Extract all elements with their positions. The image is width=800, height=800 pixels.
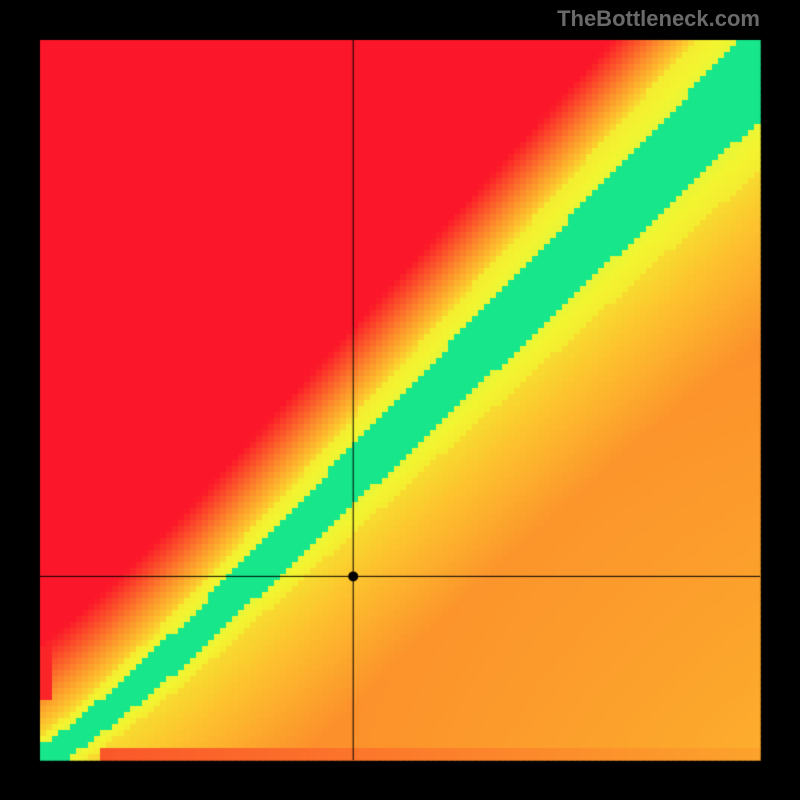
bottleneck-heatmap: [0, 0, 800, 800]
chart-container: TheBottleneck.com: [0, 0, 800, 800]
watermark-text: TheBottleneck.com: [557, 6, 760, 32]
